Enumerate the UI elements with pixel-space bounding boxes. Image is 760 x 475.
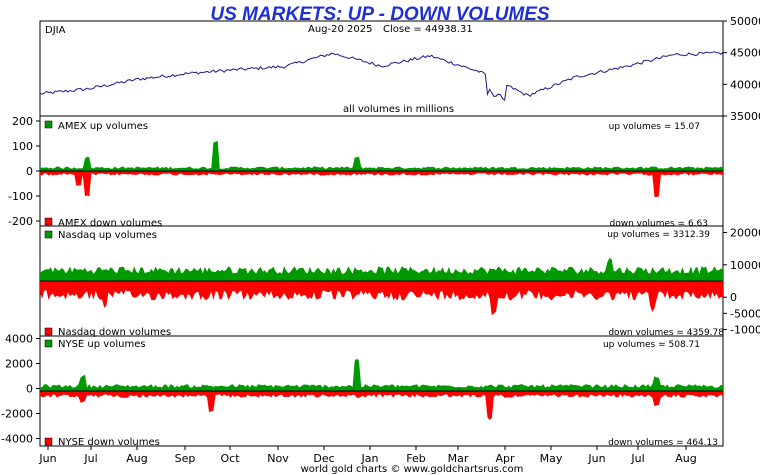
- y-tick-label: -5000: [730, 307, 760, 320]
- nyse-down-area: [40, 391, 723, 420]
- amex-down-legend: AMEX down volumes: [58, 218, 162, 229]
- y-tick-label: 2000: [5, 358, 33, 371]
- nyse-down-legend: NYSE down volumes: [58, 437, 160, 448]
- x-tick-label: Dec: [313, 452, 334, 465]
- y-tick-label: 35000: [730, 110, 760, 123]
- amex-up-area: [40, 140, 723, 171]
- chart-title: US MARKETS: UP - DOWN VOLUMES: [210, 4, 550, 25]
- x-tick-label: Apr: [495, 452, 515, 465]
- x-tick-label: Nov: [267, 452, 289, 465]
- djia-date-label: Aug-20 2025: [308, 24, 373, 35]
- x-tick-label: Jul: [83, 452, 97, 465]
- x-tick-label: Feb: [406, 452, 425, 465]
- nyse-down-legend-swatch: [44, 437, 53, 446]
- nyse-panel: NYSE up volumes up volumes = 508.71 NYSE…: [1, 333, 724, 448]
- amex-down-legend-swatch: [44, 217, 53, 226]
- x-tick-label: Mar: [448, 452, 469, 465]
- x-tick-label: Oct: [220, 452, 240, 465]
- y-tick-label: 100: [12, 140, 33, 153]
- nyse-down-last: down volumes = 464.13: [608, 438, 718, 448]
- amex-down-area: [40, 171, 723, 198]
- x-axis: Jun Jul Aug Sep Oct Nov Dec Jan Feb Mar Apr May Jun J…: [38, 446, 697, 465]
- nyse-up-legend-swatch: [44, 339, 53, 348]
- nasdaq-up-area: [40, 257, 723, 281]
- djia-frame: [39, 20, 724, 117]
- x-tick-label: Jan: [361, 452, 379, 465]
- nasdaq-panel: Nasdaq up volumes up volumes = 3312.39 N…: [39, 225, 760, 338]
- x-tick-label: Aug: [675, 452, 696, 465]
- nasdaq-up-legend-swatch: [44, 230, 53, 239]
- volume-unit-note: all volumes in millions: [343, 104, 454, 115]
- nasdaq-up-legend: Nasdaq up volumes: [58, 230, 157, 241]
- nyse-up-area: [40, 358, 723, 391]
- djia-price-line: [39, 51, 724, 101]
- amex-up-legend: AMEX up volumes: [58, 121, 148, 132]
- y-tick-label: 0: [26, 165, 33, 178]
- djia-label: DJIA: [45, 25, 66, 36]
- y-tick-label: -200: [8, 215, 33, 228]
- nasdaq-up-last: up volumes = 3312.39: [607, 230, 710, 240]
- amex-down-last: down volumes = 6.63: [610, 219, 708, 229]
- x-tick-label: May: [540, 452, 563, 465]
- y-tick-label: 45000: [730, 47, 760, 60]
- y-tick-label: 50000: [730, 15, 760, 28]
- y-tick-label: -2000: [1, 408, 33, 421]
- nyse-up-last: up volumes = 508.71: [603, 340, 700, 350]
- x-tick-label: Jul: [630, 452, 644, 465]
- amex-up-legend-swatch: [44, 120, 53, 129]
- amex-panel: AMEX up volumes up volumes = 15.07 AMEX …: [8, 115, 724, 229]
- nasdaq-down-legend: Nasdaq down volumes: [58, 327, 171, 338]
- nasdaq-down-last: down volumes = 4359.78: [608, 328, 724, 338]
- y-tick-label: -100: [8, 190, 33, 203]
- x-tick-label: Jun: [38, 452, 56, 465]
- y-tick-label: 0: [26, 383, 33, 396]
- djia-panel: DJIA Aug-20 2025 Close = 44938.31 all vo…: [39, 15, 760, 123]
- x-tick-label: Aug: [126, 452, 147, 465]
- djia-close-label: Close = 44938.31: [383, 24, 473, 35]
- nyse-up-legend: NYSE up volumes: [58, 339, 146, 350]
- y-tick-label: 4000: [5, 333, 33, 346]
- y-tick-label: 40000: [730, 78, 760, 91]
- y-tick-label: 0: [730, 291, 737, 304]
- x-tick-label: Jun: [587, 452, 605, 465]
- y-tick-label: -4000: [1, 433, 33, 446]
- amex-up-last: up volumes = 15.07: [609, 122, 700, 132]
- nasdaq-down-legend-swatch: [44, 327, 53, 336]
- footer-credit: world gold charts © www.goldchartsrus.co…: [301, 464, 524, 475]
- y-tick-label: 200: [12, 115, 33, 128]
- nasdaq-down-area: [40, 281, 723, 316]
- x-tick-label: Sep: [175, 452, 196, 465]
